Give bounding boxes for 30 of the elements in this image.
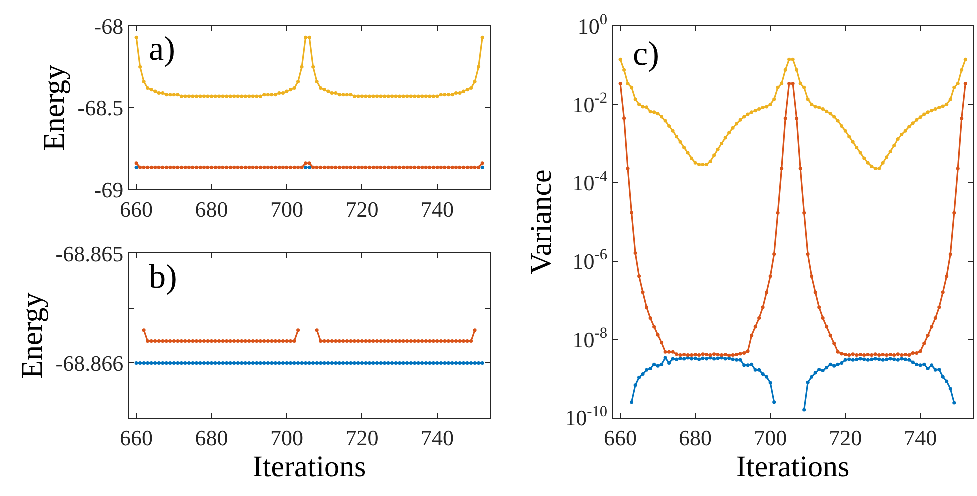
y-axis-title: Variance (525, 170, 558, 275)
y-tick-label: -68.865 (56, 241, 124, 266)
y-tick-label: -68.5 (78, 96, 124, 121)
x-tick-label: 700 (270, 196, 304, 222)
x-tick-label: 720 (829, 425, 862, 450)
x-tick-label: 660 (120, 425, 154, 450)
y-tick-label: 10$^{-8}$ (572, 325, 608, 352)
x-tick-label: 740 (904, 425, 938, 450)
y-tick-label: -68 (94, 14, 124, 39)
annotation: a) (149, 31, 176, 68)
x-tick-label: 680 (195, 425, 228, 450)
x-tick-label: 680 (679, 425, 712, 450)
x-axis-title: Iterations (252, 450, 366, 484)
x-tick-label: 720 (346, 196, 379, 222)
y-tick-label: 10$^{-2}$ (572, 90, 608, 118)
x-tick-label: 740 (420, 196, 454, 222)
y-tick-label: 10$^{-4}$ (572, 168, 608, 196)
x-axis-title: Iterations (736, 450, 850, 484)
x-tick-label: 680 (195, 196, 228, 222)
x-tick-label: 700 (270, 425, 304, 450)
x-tick-label: 700 (754, 425, 788, 450)
y-tick-label: 10$^{0}$ (578, 12, 608, 39)
annotation: b) (149, 259, 178, 296)
y-axis-title: Energy (16, 292, 49, 379)
annotation: c) (633, 36, 660, 73)
y-tick-label: 10$^{-6}$ (572, 246, 608, 274)
y-axis-title: Energy (38, 64, 71, 151)
y-tick-label: -68.866 (56, 350, 124, 376)
x-tick-label: 720 (346, 425, 379, 450)
x-tick-label: 740 (420, 425, 454, 450)
